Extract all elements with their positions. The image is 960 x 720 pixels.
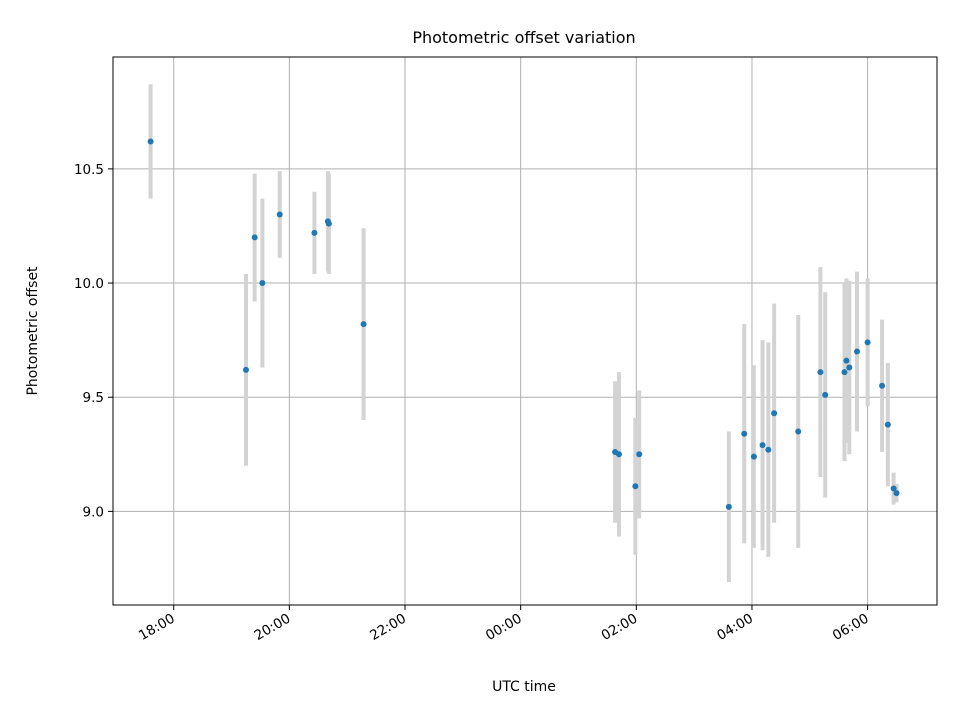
y-tick-label: 10.5 [74,162,104,178]
data-point [893,490,900,497]
data-point [311,229,318,236]
data-point [259,280,266,287]
data-point [147,138,154,145]
data-point [846,364,853,371]
data-point [890,485,897,492]
y-tick-label: 9.5 [83,390,104,406]
data-point [750,453,757,460]
data-points [147,138,900,510]
data-point [632,483,639,490]
data-point [843,357,850,364]
y-axis-ticks: 9.0 9.5 10.0 10.5 [74,162,113,520]
y-tick-label: 9.0 [83,504,104,520]
data-point [636,451,643,458]
data-point [841,369,848,376]
data-point [741,430,748,437]
data-point [854,348,861,355]
data-point [242,366,249,373]
data-point [817,369,824,376]
data-point [864,339,871,346]
data-point [360,321,367,328]
data-point [879,382,886,389]
plot-frame [112,56,938,606]
data-point [325,220,332,227]
data-point [765,446,772,453]
data-point [795,428,802,435]
data-point [771,410,778,417]
data-point [759,442,766,449]
data-point [725,503,732,510]
data-point [615,451,622,458]
y-axis-label: Photometric offset [25,266,41,396]
data-point [276,211,283,218]
data-point [884,421,891,428]
data-point [822,391,829,398]
data-point [251,234,258,241]
x-axis-label: UTC time [492,679,556,695]
chart-title: Photometric offset variation [412,28,635,47]
y-tick-label: 10.0 [74,276,104,292]
